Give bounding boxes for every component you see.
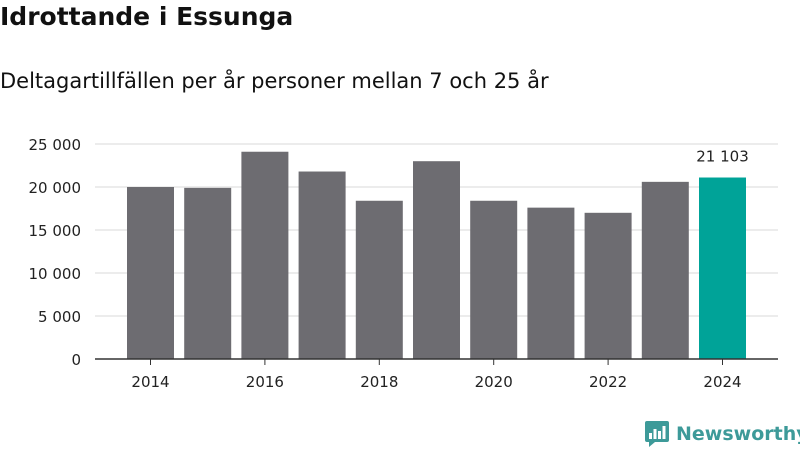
- bar: [298, 171, 346, 359]
- brand-name: Newsworthy: [676, 423, 800, 445]
- x-tick-label: 2018: [360, 373, 398, 391]
- y-tick-label: 0: [71, 351, 81, 369]
- x-tick-label: 2020: [475, 373, 513, 391]
- bar: [527, 207, 575, 359]
- bar: [641, 181, 689, 359]
- newsworthy-logo-icon: [645, 421, 669, 447]
- y-tick-label: 5 000: [38, 308, 81, 326]
- bar: [584, 212, 632, 359]
- bar: [470, 200, 518, 359]
- brand: Newsworthy: [644, 419, 800, 449]
- chart-subtitle: Deltagartillfällen per år personer mella…: [0, 69, 549, 93]
- chart-title: Idrottande i Essunga: [0, 2, 294, 31]
- bar: [355, 200, 403, 359]
- bar: [184, 187, 232, 359]
- x-tick-label: 2022: [589, 373, 627, 391]
- y-tick-label: 20 000: [29, 179, 82, 197]
- data-label: 21 103: [696, 148, 749, 166]
- bar: [241, 151, 289, 359]
- x-tick-label: 2016: [246, 373, 284, 391]
- bar: [413, 161, 460, 359]
- x-tick-label: 2024: [703, 373, 741, 391]
- y-tick-label: 25 000: [29, 136, 82, 154]
- x-tick-label: 2014: [131, 373, 169, 391]
- bar-highlight: [699, 177, 746, 359]
- y-tick-label: 10 000: [29, 265, 82, 283]
- y-tick-label: 15 000: [29, 222, 82, 240]
- bar: [127, 187, 174, 359]
